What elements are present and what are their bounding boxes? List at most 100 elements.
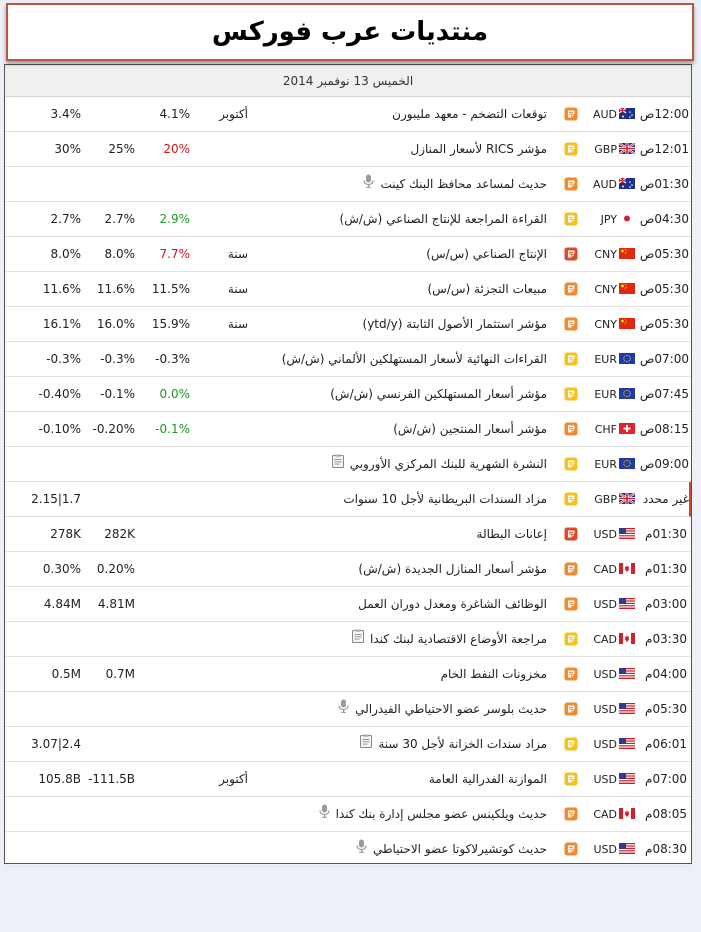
importance-medium-icon[interactable] <box>564 282 580 298</box>
importance-low-icon[interactable] <box>564 142 580 158</box>
event-time: 04:30ص <box>639 212 689 226</box>
importance-low-icon[interactable] <box>564 387 580 403</box>
event-name[interactable]: حديث كوتشيرلاكوتا عضو الاحتياطي <box>255 832 547 867</box>
event-period <box>200 657 248 692</box>
event-name[interactable]: مراجعة الأوضاع الاقتصادية لبنك كندا <box>255 622 547 657</box>
event-name[interactable]: مزاد سندات الخزانة لأجل 30 سنة <box>255 727 547 762</box>
event-name-label: مؤشر RICS لأسعار المنازل <box>410 142 548 156</box>
date-header: الخميس 13 نوفمبر 2014 <box>5 65 691 97</box>
previous-value: 4.84M <box>43 597 81 611</box>
table-row[interactable]: 08:15ص CHF مؤشر أسعار المنتجين (ش/ش) -0.1% -… <box>5 412 691 447</box>
event-period <box>200 727 248 762</box>
event-name-label: الوظائف الشاغرة ومعدل دوران العمل <box>358 597 547 611</box>
currency-code: CNY <box>594 248 617 261</box>
event-period <box>200 692 248 727</box>
actual-value: 11.5% <box>151 282 190 296</box>
actual-value <box>130 832 190 867</box>
previous-value: 2.7% <box>50 212 82 226</box>
table-row[interactable]: 04:30ص JPY القراءة المراجعة للإنتاج الصناع… <box>5 202 691 237</box>
event-name[interactable]: حديث ويلكينس عضو مجلس إدارة بنك كندا <box>255 797 547 832</box>
actual-value: 20% <box>163 142 190 156</box>
event-time: 12:01ص <box>639 142 689 156</box>
importance-medium-icon[interactable] <box>564 562 580 578</box>
importance-medium-icon[interactable] <box>564 702 580 718</box>
importance-medium-icon[interactable] <box>564 667 580 683</box>
table-row[interactable]: 08:05م CAD حديث ويلكينس عضو مجلس إدارة بنك… <box>5 797 691 832</box>
event-name[interactable]: مؤشر أسعار المستهلكين الفرنسي (ش/ش) <box>255 377 547 412</box>
forecast-value <box>75 97 135 132</box>
previous-value: -0.10% <box>38 422 81 436</box>
table-row[interactable]: غير محدد GBP مزاد السندات البريطانية لأجل … <box>5 482 691 517</box>
importance-medium-icon[interactable] <box>564 807 580 823</box>
actual-value <box>130 552 190 587</box>
previous-value: 3.4% <box>50 107 82 121</box>
forecast-value: 4.81M <box>97 597 135 611</box>
event-name[interactable]: النشرة الشهرية للبنك المركزي الأوروبي <box>255 447 547 482</box>
table-row[interactable]: 03:00م USD الوظائف الشاغرة ومعدل دوران الع… <box>5 587 691 622</box>
importance-medium-icon[interactable] <box>564 107 580 123</box>
event-time: 03:00م <box>645 597 688 611</box>
event-name[interactable]: إعانات البطالة <box>255 517 547 552</box>
event-name[interactable]: مؤشر أسعار المنتجين (ش/ش) <box>255 412 547 447</box>
event-name[interactable]: حديث لمساعد محافظ البنك كينت <box>255 167 547 202</box>
importance-low-icon[interactable] <box>564 632 580 648</box>
importance-medium-icon[interactable] <box>564 422 580 438</box>
event-name[interactable]: الإنتاج الصناعي (س/س) <box>255 237 547 272</box>
importance-high-icon[interactable] <box>564 527 580 543</box>
table-row[interactable]: 01:30م CAD مؤشر أسعار المنازل الجديدة (ش/ش… <box>5 552 691 587</box>
table-row[interactable]: 01:30ص AUD حديث لمساعد محافظ البنك كينت <box>5 167 691 202</box>
importance-medium-icon[interactable] <box>564 597 580 613</box>
table-row[interactable]: 08:30م USD حديث كوتشيرلاكوتا عضو الاحتياطي <box>5 832 691 867</box>
event-time: 03:30م <box>645 632 688 646</box>
microphone-icon <box>338 692 349 727</box>
table-row[interactable]: 03:30م CAD مراجعة الأوضاع الاقتصادية لبنك … <box>5 622 691 657</box>
table-row[interactable]: 01:30م USD إعانات البطالة 282K 278K <box>5 517 691 552</box>
table-row[interactable]: 07:00م USD الموازنة الفدرالية العامة أكتوبر… <box>5 762 691 797</box>
table-row[interactable]: 07:45ص EUR مؤشر أسعار المستهلكين الفرنسي (… <box>5 377 691 412</box>
table-row[interactable]: 05:30ص CNY مؤشر استثمار الأصول الثابتة (yt… <box>5 307 691 342</box>
table-row[interactable]: 05:30م USD حديث بلوسر عضو الاحتياطي الفيدر… <box>5 692 691 727</box>
event-name-label: حديث بلوسر عضو الاحتياطي الفيدرالي <box>355 702 547 716</box>
importance-medium-icon[interactable] <box>564 842 580 858</box>
importance-medium-icon[interactable] <box>564 317 580 333</box>
table-row[interactable]: 05:30ص CNY الإنتاج الصناعي (س/س) سنة 7.7% 8.0… <box>5 237 691 272</box>
currency-code: USD <box>593 773 617 786</box>
us-flag-icon <box>619 528 637 540</box>
currency-code: AUD <box>592 178 617 191</box>
event-name[interactable]: القراءة المراجعة للإنتاج الصناعي (ش/ش) <box>255 202 547 237</box>
event-name[interactable]: مؤشر استثمار الأصول الثابتة (ytd/y) <box>255 307 547 342</box>
table-row[interactable]: 12:01ص GBP مؤشر RICS لأسعار المنازل 20% 25% 3… <box>5 132 691 167</box>
currency-code: CAD <box>593 633 617 646</box>
table-row[interactable]: 12:00ص AUD توقعات التضخم - معهد مليبورن أكت… <box>5 97 691 132</box>
actual-value <box>130 482 190 517</box>
table-row[interactable]: 05:30ص CNY مبيعات التجزئة (س/س) سنة 11.5% 11.… <box>5 272 691 307</box>
event-name[interactable]: مخزونات النفط الخام <box>255 657 547 692</box>
importance-high-icon[interactable] <box>564 247 580 263</box>
table-row[interactable]: 06:01م USD مزاد سندات الخزانة لأجل 30 سنة 3… <box>5 727 691 762</box>
event-period <box>200 342 248 377</box>
importance-low-icon[interactable] <box>564 212 580 228</box>
event-name[interactable]: مزاد السندات البريطانية لأجل 10 سنوات <box>255 482 547 517</box>
actual-value <box>130 587 190 622</box>
importance-low-icon[interactable] <box>564 457 580 473</box>
event-time: 05:30م <box>645 702 688 716</box>
importance-low-icon[interactable] <box>564 772 580 788</box>
event-name[interactable]: الوظائف الشاغرة ومعدل دوران العمل <box>255 587 547 622</box>
event-name[interactable]: مبيعات التجزئة (س/س) <box>255 272 548 307</box>
event-time: 08:15ص <box>639 422 689 436</box>
table-row[interactable]: 09:00ص EUR النشرة الشهرية للبنك المركزي ال… <box>5 447 691 482</box>
event-name[interactable]: حديث بلوسر عضو الاحتياطي الفيدرالي <box>255 692 547 727</box>
importance-low-icon[interactable] <box>564 492 580 508</box>
event-name-label: توقعات التضخم - معهد مليبورن <box>392 107 547 121</box>
microphone-icon <box>356 832 367 867</box>
table-row[interactable]: 07:00ص EUR القراءات النهائية لأسعار المسته… <box>5 342 691 377</box>
event-name[interactable]: مؤشر أسعار المنازل الجديدة (ش/ش) <box>255 552 547 587</box>
event-name[interactable]: مؤشر RICS لأسعار المنازل <box>255 132 548 167</box>
event-name[interactable]: القراءات النهائية لأسعار المستهلكين الأل… <box>255 342 547 377</box>
importance-low-icon[interactable] <box>564 737 580 753</box>
event-name[interactable]: توقعات التضخم - معهد مليبورن <box>255 97 547 132</box>
importance-medium-icon[interactable] <box>564 177 580 193</box>
event-name[interactable]: الموازنة الفدرالية العامة <box>255 762 547 797</box>
table-row[interactable]: 04:00م USD مخزونات النفط الخام 0.7M 0.5M <box>5 657 691 692</box>
importance-low-icon[interactable] <box>564 352 580 368</box>
